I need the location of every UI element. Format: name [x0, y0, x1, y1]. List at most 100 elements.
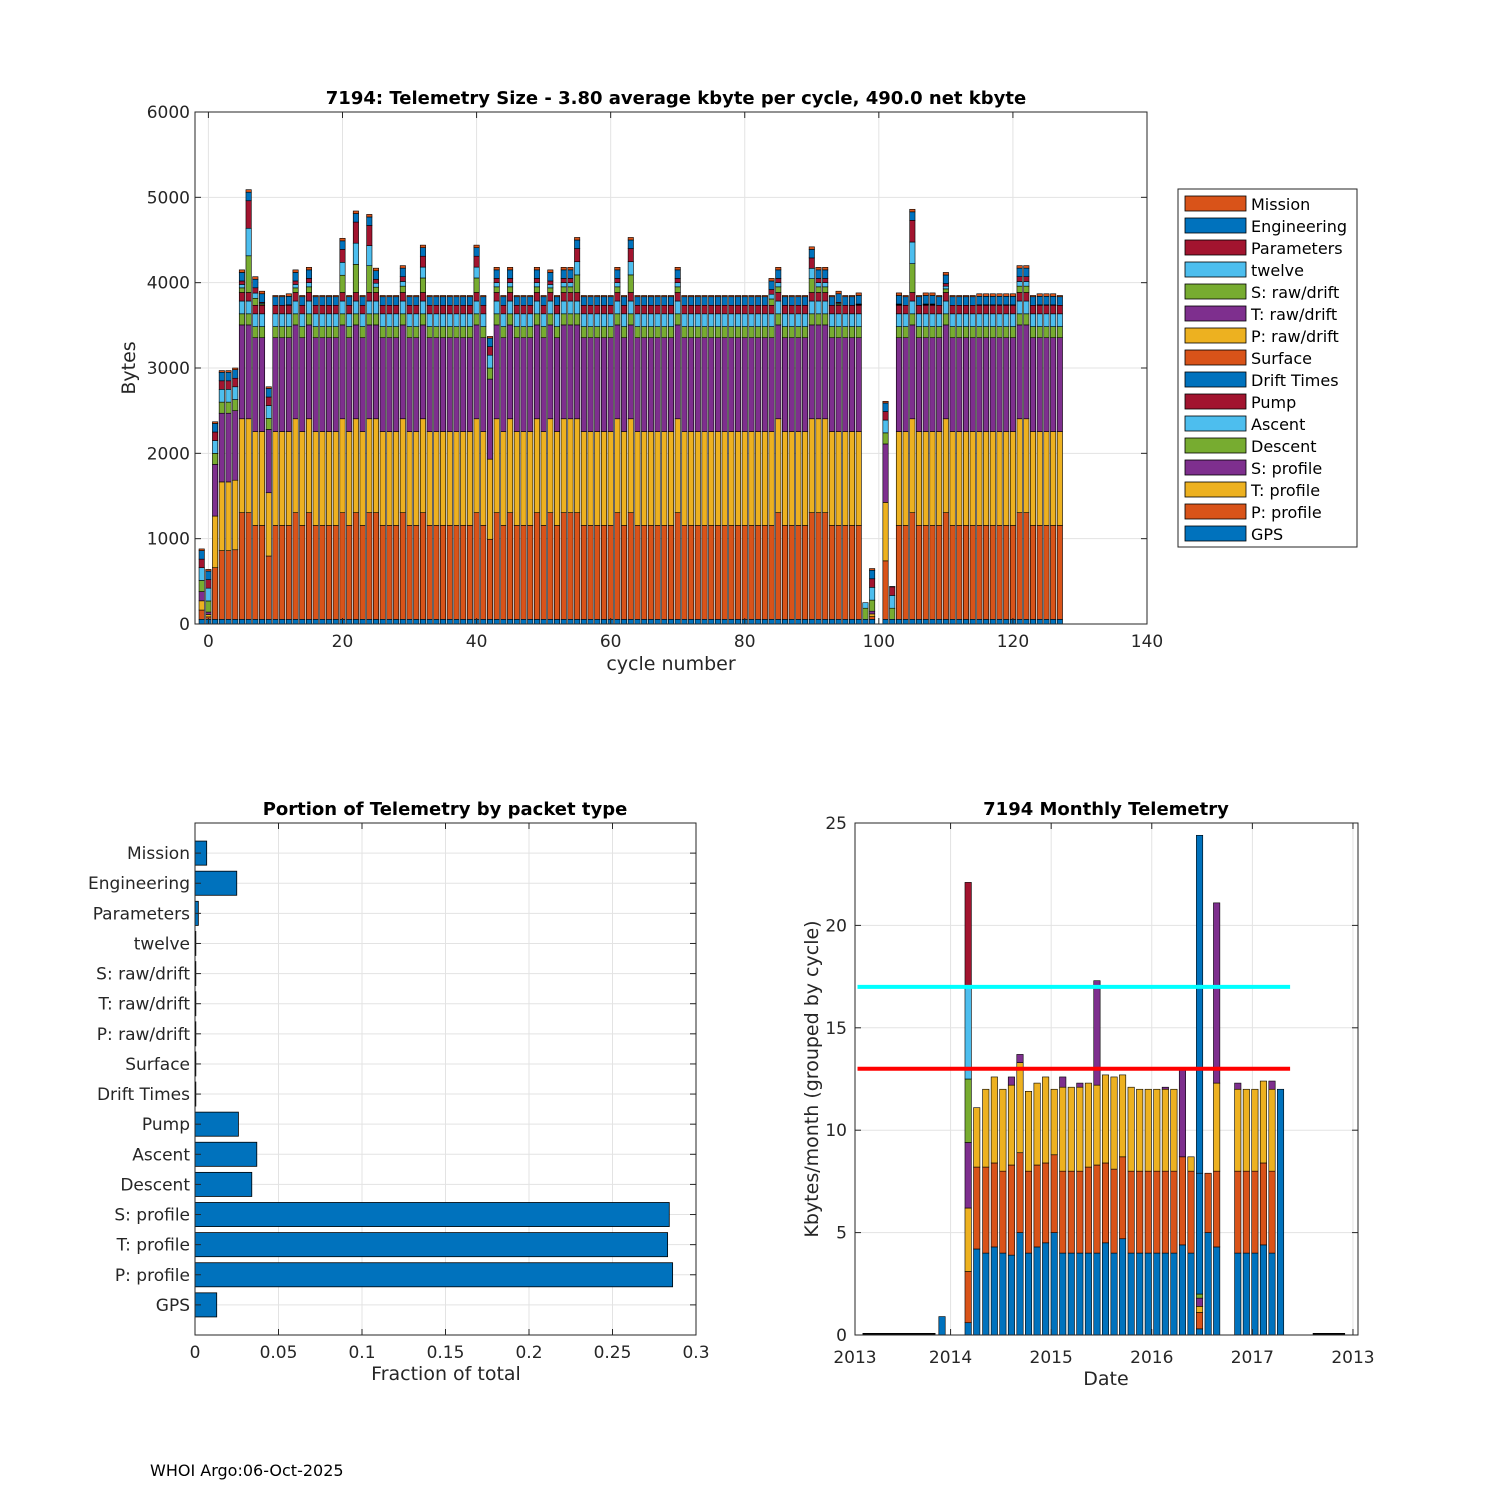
- top-bar-segment: [647, 619, 654, 625]
- top-bar-segment: [259, 525, 266, 620]
- top-bar-segment: [326, 525, 333, 620]
- top-bar-segment: [594, 304, 601, 315]
- br-x-tick-label: 2014: [929, 1348, 972, 1368]
- legend-label: Drift Times: [1251, 371, 1339, 390]
- top-bar-segment: [936, 295, 943, 298]
- top-bar-segment: [842, 326, 849, 339]
- br-month-bar: [973, 1107, 981, 1336]
- br-bar-segment: [964, 1271, 972, 1324]
- top-bar-segment: [279, 296, 286, 306]
- top-bar-segment: [983, 431, 990, 526]
- top-bar-segment: [942, 283, 949, 287]
- top-bar-segment: [473, 244, 480, 248]
- top-bar-segment: [473, 313, 480, 326]
- top-bar-segment: [795, 304, 802, 315]
- top-bar-segment: [520, 296, 527, 306]
- top-bar-segment: [822, 418, 829, 513]
- top-bar-segment: [332, 295, 339, 298]
- top-bar-segment: [614, 278, 621, 283]
- top-bar-segment: [728, 296, 735, 306]
- top-bar-segment: [895, 619, 902, 625]
- top-bar-segment: [319, 296, 326, 306]
- br-bar-segment: [1234, 1170, 1242, 1254]
- br-bar-segment: [964, 1207, 972, 1272]
- top-bar-segment: [768, 619, 775, 625]
- top-bar-segment: [701, 304, 708, 315]
- top-cycle-bar: [983, 293, 990, 625]
- top-bar-segment: [688, 619, 695, 625]
- top-bar-segment: [560, 313, 567, 326]
- br-month-bar: [1259, 1080, 1267, 1336]
- bl-category-label: T: profile: [116, 1236, 190, 1256]
- top-bar-segment: [326, 337, 333, 432]
- top-bar-segment: [574, 324, 581, 420]
- br-y-tick-label: 20: [825, 916, 847, 936]
- top-bar-segment: [587, 337, 594, 432]
- packet-type-portion-chart: 0 0.05 0.1 0.15 0.2 0.25 0.3MissionEngineering…: [88, 799, 710, 1385]
- top-y-axis-label: Bytes: [118, 341, 140, 394]
- top-bar-segment: [627, 261, 634, 276]
- top-cycle-bar: [198, 548, 205, 625]
- top-bar-segment: [198, 567, 205, 581]
- top-bar-segment: [748, 326, 755, 339]
- br-bar-segment: [1251, 1088, 1259, 1172]
- br-month-bar: [1042, 1076, 1050, 1336]
- br-bar-segment: [999, 1088, 1007, 1172]
- top-bar-segment: [815, 418, 822, 513]
- top-cycle-bar: [487, 336, 493, 625]
- top-bar-segment: [661, 337, 668, 432]
- top-bar-segment: [1050, 525, 1057, 620]
- top-bar-segment: [1036, 304, 1043, 315]
- br-month-bar: [999, 1088, 1007, 1336]
- legend-label: Pump: [1251, 393, 1296, 412]
- top-bar-segment: [259, 337, 266, 432]
- top-cycle-bar: [366, 214, 373, 625]
- top-bar-segment: [480, 296, 487, 306]
- br-bar-segment: [990, 1162, 998, 1248]
- top-bar-segment: [701, 296, 708, 306]
- top-cycle-bar: [279, 295, 286, 625]
- top-bar-segment: [238, 280, 245, 285]
- top-bar-segment: [815, 619, 822, 625]
- top-bar-segment: [1030, 304, 1037, 315]
- top-bar-segment: [788, 295, 795, 298]
- br-bar-segment: [1268, 1080, 1276, 1090]
- top-bar-segment: [406, 619, 413, 625]
- top-bar-segment: [748, 304, 755, 315]
- top-bar-segment: [815, 292, 822, 302]
- top-telemetry-size-chart: 0 20 40 60 80 100 120 1400100020003000400050006…: [118, 88, 1358, 675]
- top-cycle-bar: [225, 370, 232, 625]
- top-bar-segment: [781, 337, 788, 432]
- top-bar-segment: [1009, 337, 1016, 432]
- top-bar-segment: [265, 386, 272, 389]
- br-month-bar: [990, 1076, 998, 1336]
- top-bar-segment: [889, 595, 896, 609]
- top-bar-segment: [808, 313, 815, 326]
- bl-bars: [194, 840, 674, 1318]
- top-bar-segment: [366, 265, 373, 293]
- top-bar-segment: [386, 313, 393, 327]
- top-bar-segment: [547, 512, 554, 620]
- top-bar-segment: [1036, 326, 1043, 339]
- top-bar-segment: [433, 525, 440, 620]
- br-bar-segment: [1153, 1170, 1161, 1254]
- top-bar-segment: [969, 326, 976, 339]
- top-bar-segment: [808, 257, 815, 269]
- top-bar-segment: [225, 412, 232, 483]
- top-bar-segment: [245, 512, 252, 620]
- top-bar-segment: [366, 214, 373, 218]
- top-bar-segment: [252, 278, 259, 289]
- top-cycle-bar: [835, 290, 842, 625]
- top-bar-segment: [540, 337, 547, 432]
- top-bar-segment: [218, 481, 225, 551]
- br-month-bar: [1127, 1086, 1135, 1336]
- br-bar-segment: [1067, 1170, 1075, 1254]
- top-bar-segment: [902, 313, 909, 327]
- top-cycle-bar: [1009, 293, 1016, 625]
- top-bar-segment: [198, 558, 205, 568]
- top-bar-segment: [238, 313, 245, 326]
- br-bar-segment: [1084, 1082, 1092, 1168]
- top-bar-segment: [440, 619, 447, 625]
- legend-label: Mission: [1251, 195, 1310, 214]
